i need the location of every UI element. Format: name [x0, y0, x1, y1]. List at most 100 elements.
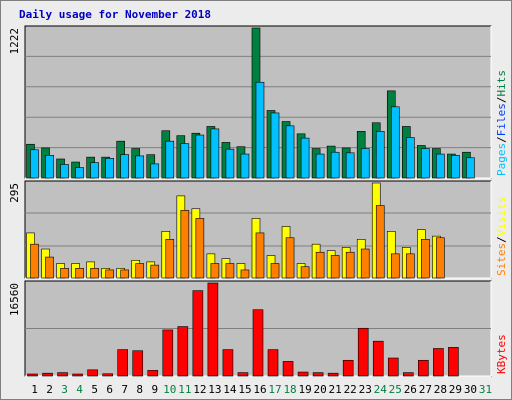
bar-kbytes-day-6	[102, 373, 113, 377]
bar-files-day-2	[45, 154, 54, 179]
x-tick-label: 17	[268, 383, 281, 396]
bar-kbytes-day-21	[327, 372, 339, 377]
bar-kbytes-day-26	[403, 372, 414, 377]
bar-sites-day-10	[165, 239, 175, 279]
x-tick-label: 23	[359, 383, 372, 396]
bar-sites-day-3	[60, 268, 69, 279]
bar-kbytes-day-25	[387, 357, 399, 377]
bar-kbytes-day-4	[72, 373, 83, 377]
bar-files-day-10	[165, 140, 175, 179]
bar-sites-day-23	[360, 248, 370, 279]
bar-sites-day-20	[315, 251, 325, 279]
bar-sites-day-21	[330, 255, 340, 279]
bar-files-day-21	[330, 151, 340, 179]
bar-files-day-3	[60, 164, 69, 179]
x-tick-label: 26	[404, 383, 417, 396]
bar-files-day-14	[225, 148, 235, 179]
legend-separator: /	[495, 97, 508, 104]
bar-kbytes-day-7	[117, 349, 128, 377]
x-tick-label: 22	[344, 383, 357, 396]
bar-kbytes-day-14	[222, 349, 234, 377]
legend-entry: Visits	[495, 197, 508, 237]
bar-kbytes-day-18	[282, 361, 294, 377]
legend-visits-sites: Sites/Visits	[495, 197, 508, 277]
x-tick-label: 28	[434, 383, 447, 396]
x-tick-label: 19	[298, 383, 311, 396]
bar-sites-day-5	[90, 268, 99, 279]
legend-entry: Sites	[495, 243, 508, 276]
bar-sites-day-25	[390, 253, 400, 279]
bar-files-day-4	[75, 167, 84, 179]
x-tick-label: 21	[329, 383, 342, 396]
bar-files-day-11	[180, 143, 190, 179]
x-tick-label: 1	[31, 383, 38, 396]
bar-files-day-6	[105, 158, 114, 179]
bar-kbytes-day-22	[342, 359, 354, 377]
bar-sites-day-16	[255, 232, 265, 279]
bar-files-day-24	[375, 131, 385, 179]
bar-kbytes-day-2	[42, 372, 53, 377]
bar-sites-day-11	[180, 210, 190, 279]
bar-files-day-29	[451, 154, 460, 179]
bar-files-day-1	[30, 149, 39, 179]
bar-sites-day-24	[375, 205, 385, 279]
bar-sites-day-14	[225, 263, 235, 279]
bar-sites-day-1	[30, 243, 39, 279]
bar-kbytes-day-16	[252, 309, 264, 377]
bar-sites-day-7	[120, 269, 129, 279]
bar-kbytes-day-1	[27, 373, 38, 377]
bar-kbytes-day-20	[312, 372, 324, 377]
legend-kbytes: KBytes	[495, 334, 508, 374]
bar-kbytes-day-15	[237, 372, 249, 377]
bar-files-day-22	[345, 152, 355, 179]
bar-kbytes-day-13	[207, 282, 219, 377]
x-tick-label: 7	[121, 383, 128, 396]
bar-sites-day-4	[75, 268, 84, 279]
bar-sites-day-18	[285, 237, 295, 279]
x-tick-label: 20	[314, 383, 327, 396]
bar-files-day-23	[360, 148, 370, 179]
bar-files-day-5	[90, 162, 99, 179]
bar-files-day-30	[466, 157, 475, 179]
x-tick-label: 27	[419, 383, 432, 396]
bar-kbytes-day-8	[132, 350, 144, 377]
bar-kbytes-day-23	[357, 327, 369, 377]
bar-kbytes-day-9	[147, 370, 159, 377]
bar-sites-day-22	[345, 251, 355, 279]
bar-sites-day-17	[270, 263, 280, 279]
x-tick-label: 5	[91, 383, 98, 396]
y-max-label: 295	[8, 183, 21, 203]
bar-sites-day-26	[406, 253, 415, 279]
bar-files-day-17	[270, 112, 280, 179]
x-tick-label: 3	[61, 383, 68, 396]
legend-entry: Pages	[495, 143, 508, 176]
bar-sites-day-13	[210, 263, 220, 279]
x-tick-label: 24	[374, 383, 388, 396]
bar-files-day-20	[315, 153, 325, 179]
bar-kbytes-day-19	[297, 371, 309, 377]
chart-title: Daily usage for November 2018	[19, 8, 212, 21]
bar-kbytes-day-12	[192, 290, 204, 377]
bar-sites-day-9	[150, 264, 160, 279]
legend-entry: Hits	[495, 70, 508, 97]
x-tick-label: 13	[208, 383, 221, 396]
x-tick-label: 12	[193, 383, 206, 396]
x-tick-label: 14	[223, 383, 237, 396]
x-tick-label: 6	[106, 383, 113, 396]
bar-kbytes-day-5	[87, 369, 98, 377]
legend-entry: Files	[495, 103, 508, 136]
x-tick-label: 29	[449, 383, 462, 396]
x-tick-label: 31	[479, 383, 492, 396]
bar-files-day-16	[255, 81, 265, 179]
bar-sites-day-19	[300, 266, 310, 279]
x-tick-label: 16	[253, 383, 266, 396]
bar-kbytes-day-3	[57, 372, 68, 377]
legend-hits-files-pages: Pages/Files/Hits	[495, 70, 508, 176]
x-tick-label: 10	[163, 383, 176, 396]
bar-kbytes-day-17	[267, 349, 279, 377]
bar-kbytes-day-24	[372, 340, 384, 377]
bar-kbytes-day-29	[448, 347, 459, 377]
bar-sites-day-2	[45, 256, 54, 279]
x-tick-label: 8	[136, 383, 143, 396]
